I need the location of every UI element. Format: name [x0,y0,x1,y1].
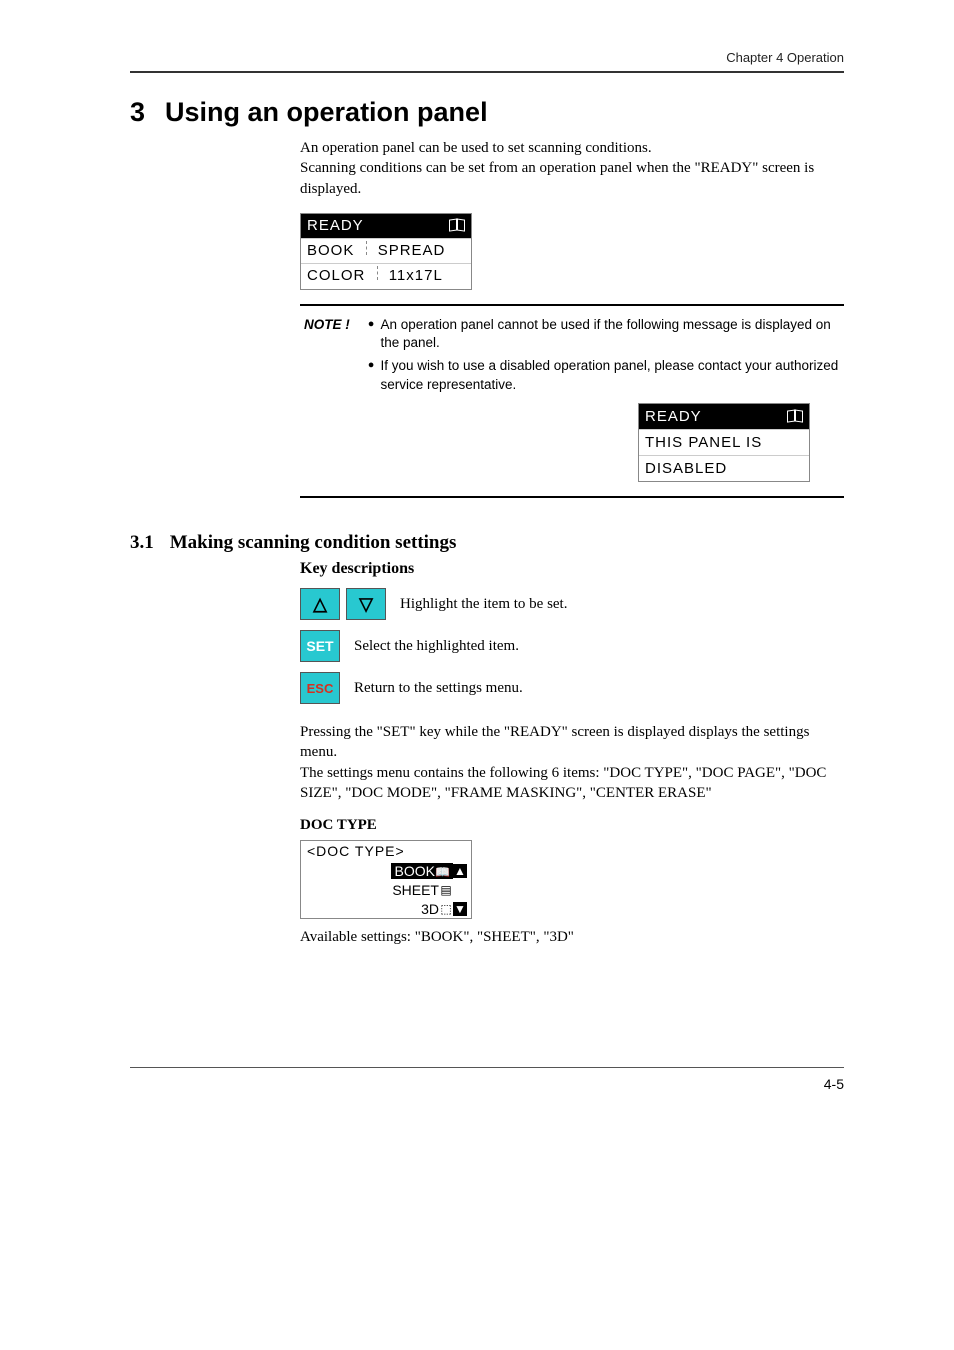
cube-icon: ⬚ [439,902,453,916]
section-3-heading: 3 Using an operation panel [130,97,844,128]
arrow-keys-desc: Highlight the item to be set. [400,596,567,613]
set-key[interactable]: SET [300,630,340,662]
esc-key[interactable]: ESC [300,672,340,704]
lcd-row1-left: BOOK [307,242,354,259]
book-icon [787,410,803,424]
set-key-row: SET Select the highlighted item. [300,630,844,662]
note-lcd-title: READY [645,406,702,427]
lcd-row2-left: COLOR [307,267,365,284]
menu-up-arrow-icon: ▲ [453,864,467,878]
section-3-1-heading: 3.1 Making scanning condition settings [130,532,844,554]
lcd-ready-title: READY [307,216,364,236]
note-label: NOTE ! [304,316,350,483]
section-3-title: Using an operation panel [165,97,488,128]
key-descriptions-heading: Key descriptions [300,560,844,578]
section-3-1-p2: The settings menu contains the following… [300,765,826,801]
arrow-keys-row: △ ▽ Highlight the item to be set. [300,588,844,620]
section-3-num: 3 [130,97,145,128]
note-lcd-line2: DISABLED [639,455,809,481]
sheet-icon: ▤ [439,883,453,897]
note-bullet-2: If you wish to use a disabled operation … [380,357,840,395]
bullet-dot: ● [368,316,375,354]
lcd-row2-right: 11x17L [389,267,443,284]
menu-down-arrow-icon: ▼ [453,902,467,916]
book-small-icon: 📖 [435,865,449,879]
lcd-row1-right: SPREAD [378,242,446,259]
section-3-1-body: Pressing the "SET" key while the "READY"… [300,722,844,803]
doc-type-opt-3d: 3D [421,901,439,917]
section-3-p2: Scanning conditions can be set from an o… [300,160,814,196]
note-bullet-1: An operation panel cannot be used if the… [380,316,840,354]
esc-key-row: ESC Return to the settings menu. [300,672,844,704]
set-key-desc: Select the highlighted item. [354,638,519,655]
bullet-dot: ● [368,357,375,395]
doc-type-opt-book: BOOK [395,863,435,879]
section-3-1-p1: Pressing the "SET" key while the "READY"… [300,724,809,760]
note-label-text: NOTE [304,317,342,332]
doc-type-menu-title: <DOC TYPE> [301,841,471,861]
doc-type-opt-sheet: SHEET [392,882,439,898]
note-excl: ! [345,317,350,332]
page-footer: 4-5 [130,1067,844,1092]
note-lcd-line1: THIS PANEL IS [639,429,809,455]
note-block: NOTE ! ●An operation panel cannot be use… [300,304,844,499]
down-arrow-key[interactable]: ▽ [346,588,386,620]
section-3-p1: An operation panel can be used to set sc… [300,140,652,156]
section-3-1-num: 3.1 [130,532,154,554]
section-3-1-title: Making scanning condition settings [170,532,457,554]
doc-type-heading: DOC TYPE [300,817,844,834]
esc-key-desc: Return to the settings menu. [354,680,523,697]
doc-type-available: Available settings: "BOOK", "SHEET", "3D… [300,927,844,947]
note-list: ●An operation panel cannot be used if th… [368,316,840,483]
book-icon [449,219,465,233]
chapter-header: Chapter 4 Operation [130,50,844,73]
ready-lcd: READY BOOK SPREAD COLOR 11x17L [300,213,844,290]
doc-type-menu: <DOC TYPE> BOOK📖 ▲ SHEET▤ 3D⬚ ▼ [300,840,472,919]
section-3-intro: An operation panel can be used to set sc… [300,138,844,199]
up-arrow-key[interactable]: △ [300,588,340,620]
